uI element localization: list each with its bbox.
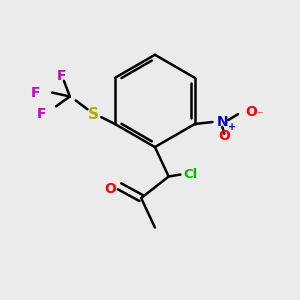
Text: Cl: Cl xyxy=(183,168,198,181)
Text: F: F xyxy=(57,69,67,83)
Text: ⁻: ⁻ xyxy=(256,110,262,123)
Text: F: F xyxy=(31,85,40,100)
Text: O: O xyxy=(104,182,116,197)
Text: +: + xyxy=(228,122,236,132)
Text: S: S xyxy=(88,107,99,122)
Text: O: O xyxy=(245,105,257,119)
Text: F: F xyxy=(37,107,46,121)
Text: O: O xyxy=(218,129,230,142)
Text: N: N xyxy=(217,115,228,129)
